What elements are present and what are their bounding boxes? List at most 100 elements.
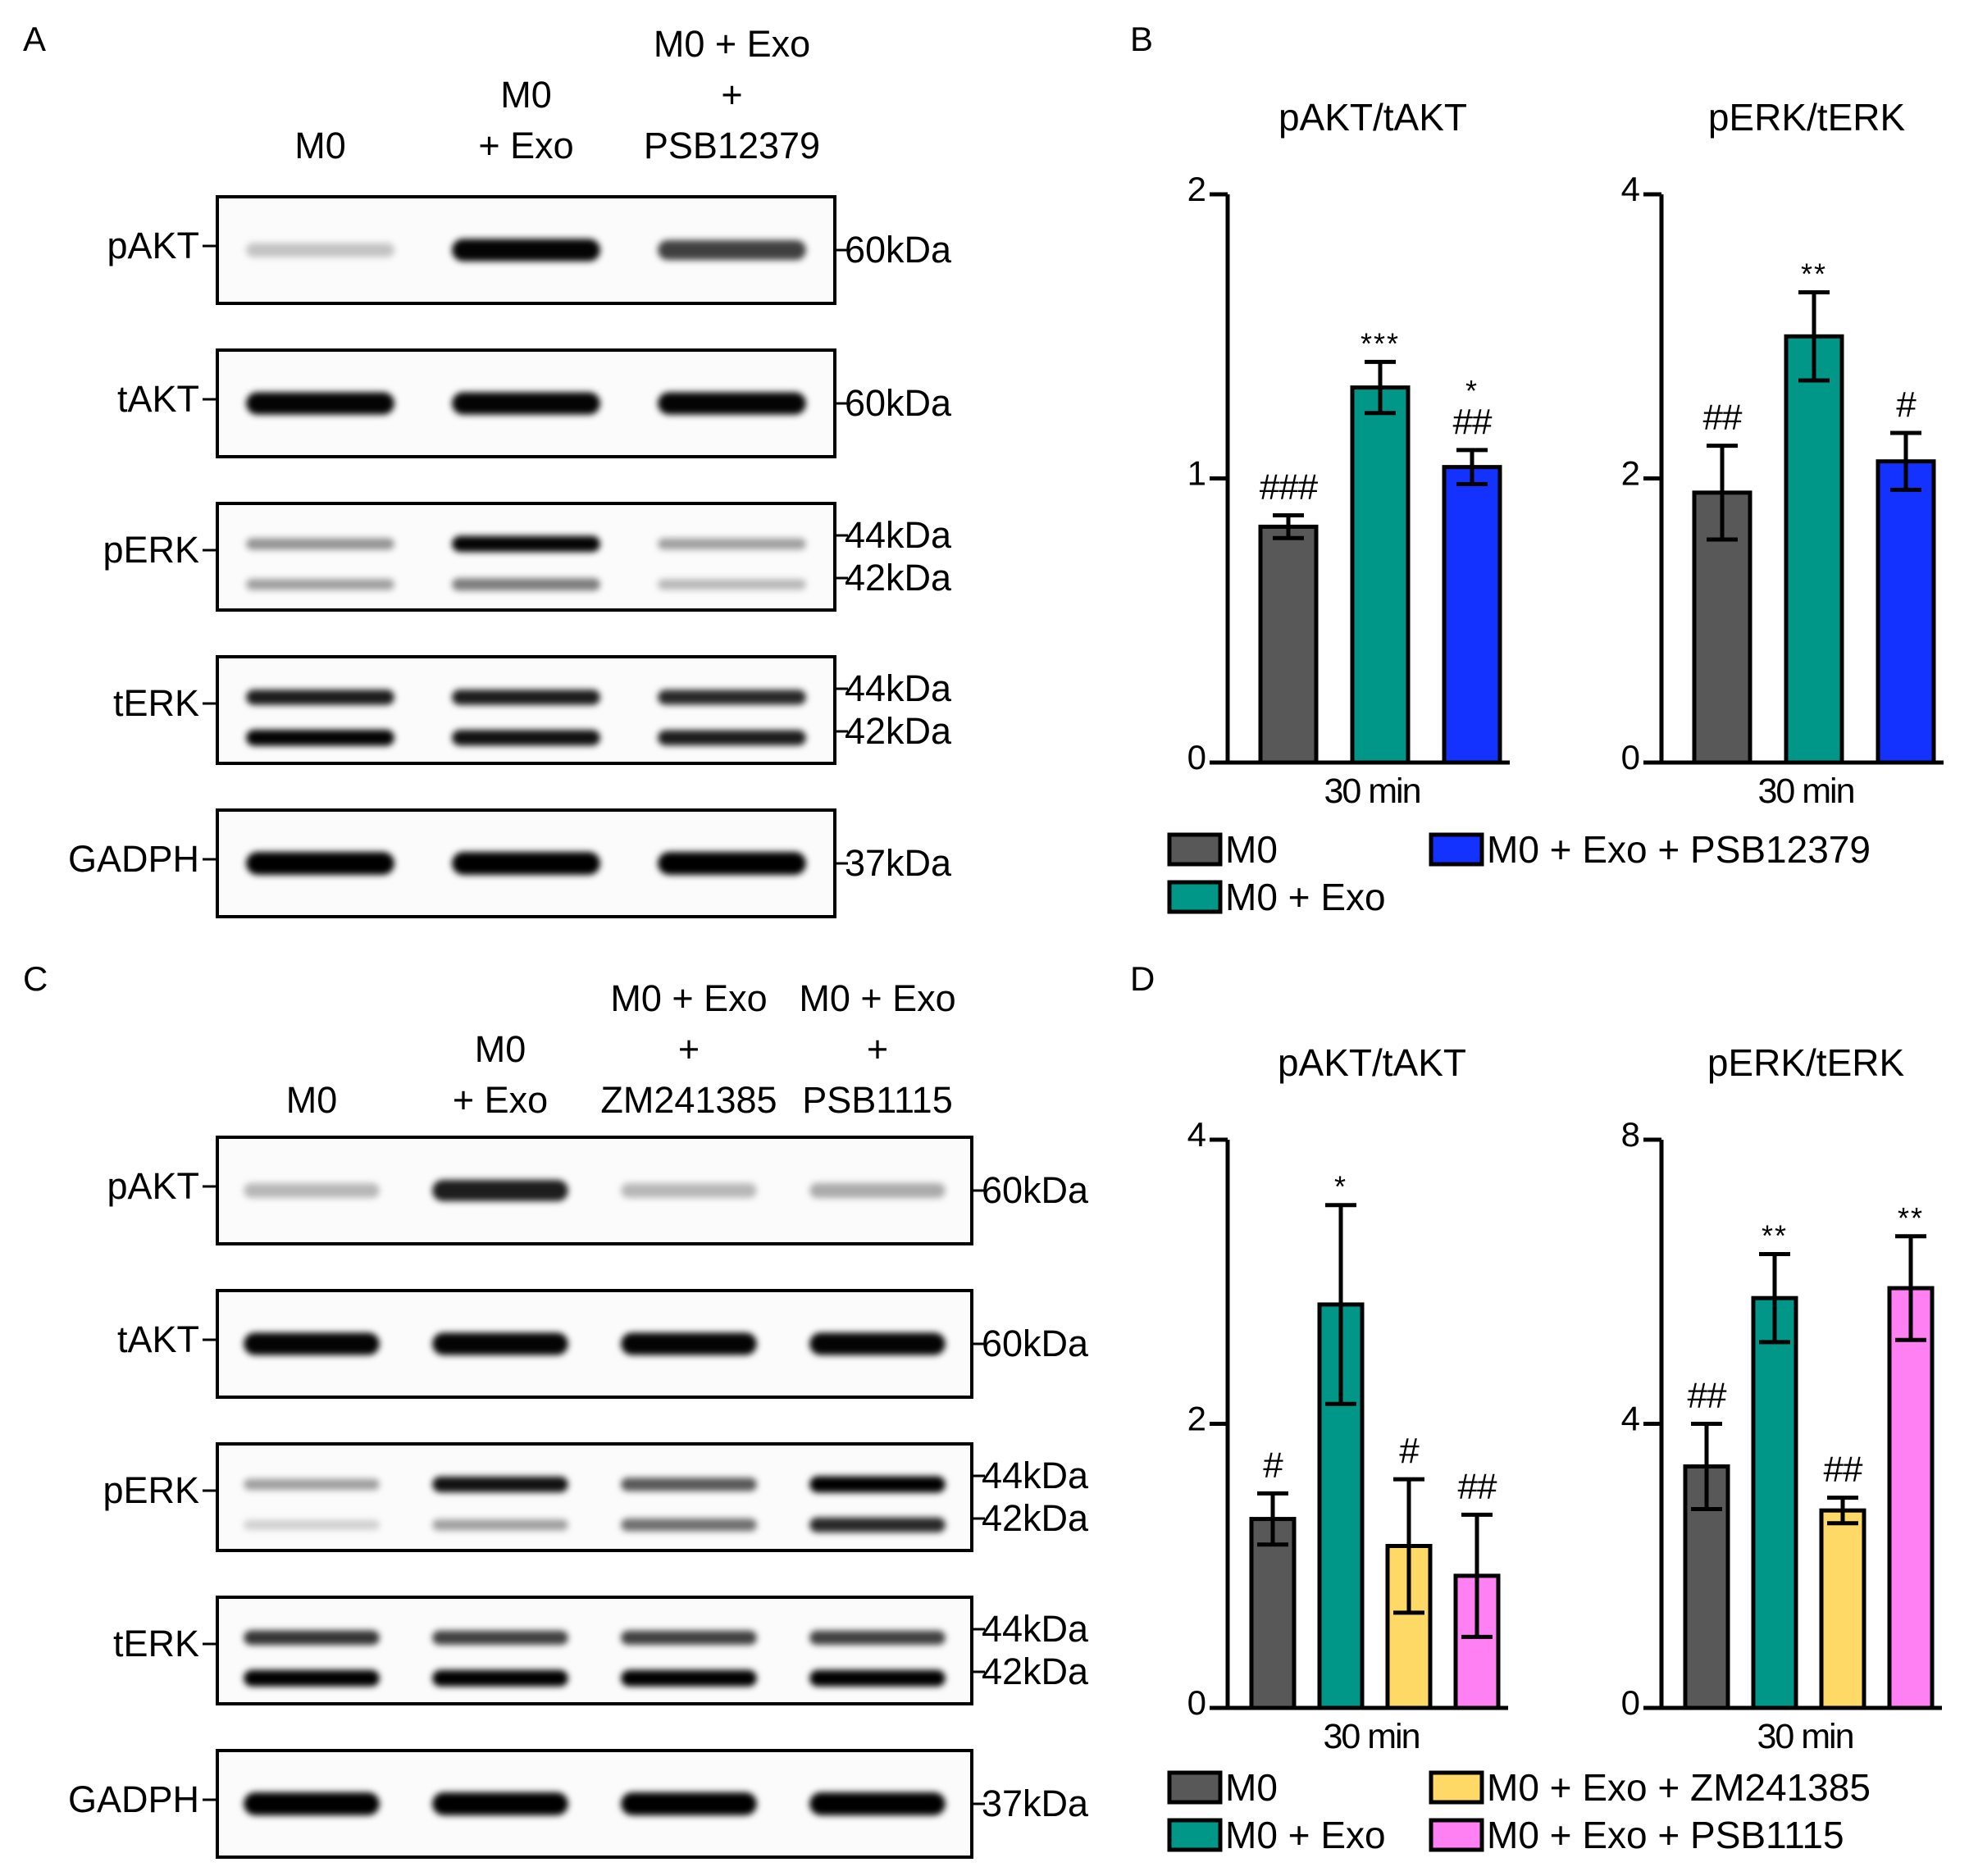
- significance-label: ##: [1824, 1450, 1863, 1490]
- blot-band-lane-3: [621, 1669, 757, 1687]
- legend-panel-d: M0 M0 + Exo M0 + Exo + ZM241385 M0 + Exo + …: [1167, 1766, 1871, 1856]
- blot-band-lane-1: [244, 1478, 380, 1491]
- blot-band-lane-2: [452, 578, 600, 591]
- blot-band-lane-4: [809, 1669, 946, 1687]
- blot-band-lane-2: [452, 535, 600, 553]
- blot-band-lane-4: [809, 1182, 946, 1199]
- significance-label: ##: [1688, 1376, 1727, 1416]
- y-tick-label: 2: [1187, 1400, 1206, 1438]
- blot-band-lane-1: [244, 1669, 380, 1687]
- bar-m0: [1258, 524, 1319, 765]
- legend-panel-b: M0 M0 + Exo M0 + Exo + PSB12379: [1167, 828, 1871, 918]
- marker-label-60kda: 60kDa: [845, 382, 952, 424]
- legend-label: M0 + Exo + PSB1115: [1487, 1814, 1844, 1856]
- blot-frame: [216, 1442, 973, 1552]
- blot-band-lane-3: [621, 1630, 757, 1646]
- blot-gadph: GADPH 37kDa: [68, 808, 952, 918]
- blot-frame: [216, 1596, 973, 1705]
- bar-chart-d-perk: pERK/tERK 0 4 8 30 min ## ** ## **: [1621, 1041, 1942, 1756]
- blot-row-label: GADPH: [68, 838, 199, 880]
- x-axis-label: 30 min: [1757, 772, 1853, 811]
- y-tick-label: 0: [1621, 738, 1640, 776]
- blot-band-lane-3: [621, 1332, 757, 1355]
- significance-label: #: [1896, 385, 1917, 425]
- blot-band-lane-3: [621, 1183, 757, 1198]
- bar-m0-exo-psb1115: [1887, 1286, 1935, 1710]
- blot-band-lane-2: [432, 1332, 568, 1355]
- legend-item-m0-exo-psb12379: M0 + Exo + PSB12379: [1429, 828, 1871, 871]
- panel-letter-a: A: [23, 20, 46, 58]
- blot-takt: tAKT 60kDa: [117, 348, 952, 458]
- y-tick-label: 4: [1621, 170, 1640, 208]
- x-axis-label: 30 min: [1324, 772, 1420, 811]
- legend-item-m0: M0: [1167, 1766, 1278, 1809]
- blot-band-lane-1: [246, 392, 394, 415]
- y-tick-label: 2: [1621, 454, 1640, 493]
- blot-row-label: GADPH: [68, 1778, 199, 1820]
- panel-letter-c: C: [23, 959, 48, 998]
- y-tick-label: 4: [1621, 1400, 1640, 1438]
- blot-takt: tAKT 60kDa: [117, 1289, 1089, 1399]
- blot-band-lane-4: [809, 1476, 946, 1493]
- legend-swatch: [1429, 1818, 1484, 1852]
- x-axis-label: 30 min: [1757, 1717, 1853, 1756]
- blot-band-lane-3: [658, 579, 806, 590]
- blot-row-label: pERK: [103, 529, 199, 571]
- legend-item-m0-exo-psb1115: M0 + Exo + PSB1115: [1429, 1814, 1844, 1856]
- marker-label-42kda: 42kDa: [845, 710, 952, 752]
- blot-band-lane-1: [246, 538, 394, 550]
- blot-row-label: tAKT: [117, 1318, 199, 1360]
- blot-band-lane-1: [246, 852, 394, 875]
- blot-band-lane-2: [432, 1669, 568, 1687]
- legend-swatch: [1429, 832, 1484, 867]
- bar-m0-exo: [1350, 385, 1411, 765]
- blot-band-lane-3: [621, 1792, 757, 1815]
- y-tick-label: 0: [1187, 738, 1206, 776]
- blot-band-lane-3: [658, 852, 806, 875]
- blot-band-lane-3: [658, 392, 806, 415]
- legend-item-m0: M0: [1167, 828, 1278, 871]
- blot-band-lane-3: [658, 239, 806, 261]
- legend-label: M0: [1225, 828, 1278, 871]
- marker-label-44kda: 44kDa: [845, 514, 952, 556]
- western-blot-panel-a: M0 M0 + Exo M0 + Exo + PSB12379 pAKT 60kDa tAKT 6…: [68, 23, 952, 918]
- legend-label: M0: [1225, 1766, 1278, 1809]
- blot-band-lane-2: [432, 1519, 568, 1531]
- significance-label: *: [1334, 1170, 1347, 1204]
- chart-title: pERK/tERK: [1707, 1041, 1905, 1084]
- significance-label: ###: [1260, 467, 1319, 508]
- blot-band-lane-4: [809, 1630, 946, 1646]
- blot-band-lane-2: [432, 1476, 568, 1492]
- blot-row-label: pERK: [103, 1469, 199, 1511]
- legend-item-m0-exo-zm241385: M0 + Exo + ZM241385: [1429, 1766, 1871, 1809]
- significance-label: #: [1399, 1431, 1420, 1471]
- marker-label-44kda: 44kDa: [845, 667, 952, 709]
- blot-row-label: pAKT: [107, 225, 199, 266]
- chart-title: pAKT/tAKT: [1278, 96, 1467, 139]
- bar-m0-exo-zm241385: [1819, 1508, 1866, 1710]
- marker-label-37kda: 37kDa: [982, 1783, 1089, 1824]
- blot-band-lane-4: [809, 1517, 946, 1532]
- blot-gadph: GADPH 37kDa: [68, 1749, 1089, 1859]
- significance-label: *: [1465, 374, 1479, 408]
- significance-label: ##: [1703, 398, 1743, 438]
- legend-item-m0-exo: M0 + Exo: [1167, 876, 1386, 918]
- y-tick-label: 1: [1187, 454, 1206, 493]
- legend-label: M0 + Exo: [1225, 1814, 1386, 1856]
- lane-label-zm241385: ZM241385: [600, 1079, 777, 1121]
- blot-band-lane-1: [246, 690, 394, 705]
- blot-pakt: pAKT 60kDa: [107, 195, 952, 305]
- blot-band-lane-1: [244, 1332, 380, 1355]
- legend-label: M0 + Exo: [1225, 876, 1386, 918]
- y-tick-label: 0: [1187, 1683, 1206, 1722]
- blot-band-lane-2: [452, 392, 600, 415]
- lane-label-: +: [678, 1028, 700, 1070]
- blot-band-lane-3: [658, 690, 806, 705]
- marker-label-60kda: 60kDa: [982, 1169, 1089, 1211]
- blot-row-label: pAKT: [107, 1165, 199, 1207]
- blot-band-lane-1: [244, 1630, 380, 1646]
- lane-label-m0: M0: [500, 74, 552, 116]
- legend-swatch: [1167, 832, 1223, 867]
- marker-label-44kda: 44kDa: [982, 1608, 1089, 1650]
